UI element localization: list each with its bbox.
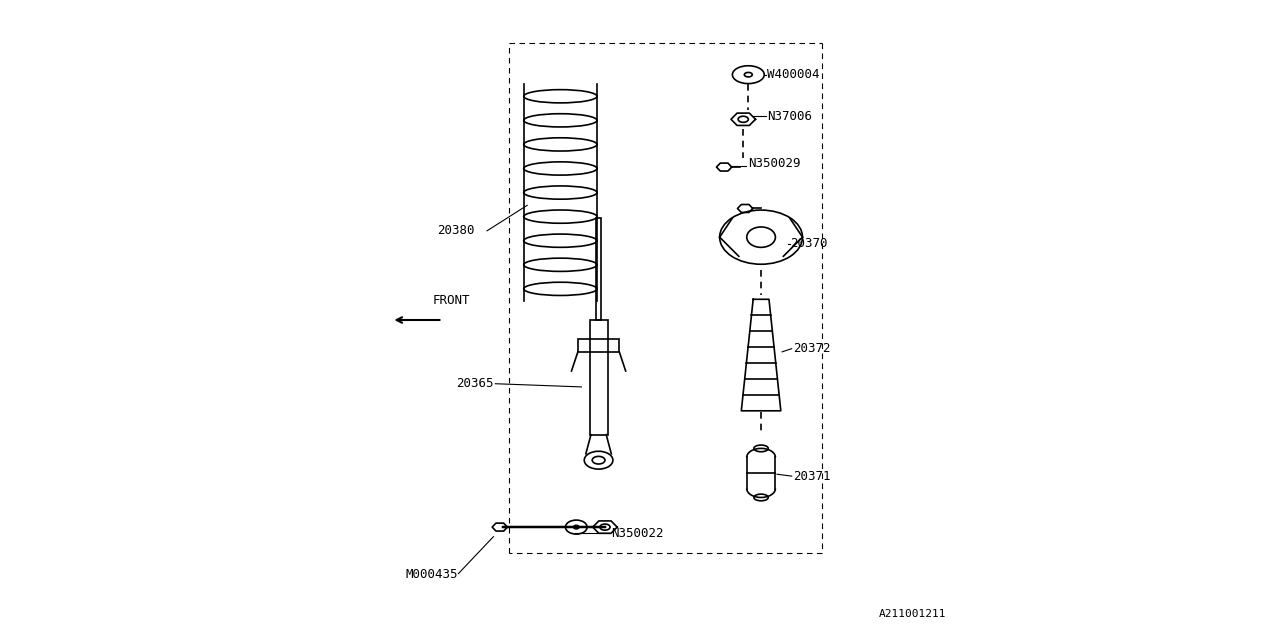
Text: N37006: N37006 <box>768 109 813 123</box>
Text: A211001211: A211001211 <box>878 609 946 620</box>
Text: M000435: M000435 <box>406 568 458 581</box>
Text: W400004: W400004 <box>768 68 820 81</box>
Text: 20372: 20372 <box>792 342 831 355</box>
Text: 20371: 20371 <box>792 470 831 483</box>
Text: N350022: N350022 <box>612 527 664 540</box>
Text: FRONT: FRONT <box>433 294 471 307</box>
Bar <box>590 320 608 435</box>
Bar <box>577 339 620 352</box>
Text: 20365: 20365 <box>456 377 493 390</box>
Text: 20380: 20380 <box>436 224 475 237</box>
Text: 20370: 20370 <box>790 237 827 250</box>
Text: N350029: N350029 <box>749 157 801 170</box>
Bar <box>596 218 602 320</box>
